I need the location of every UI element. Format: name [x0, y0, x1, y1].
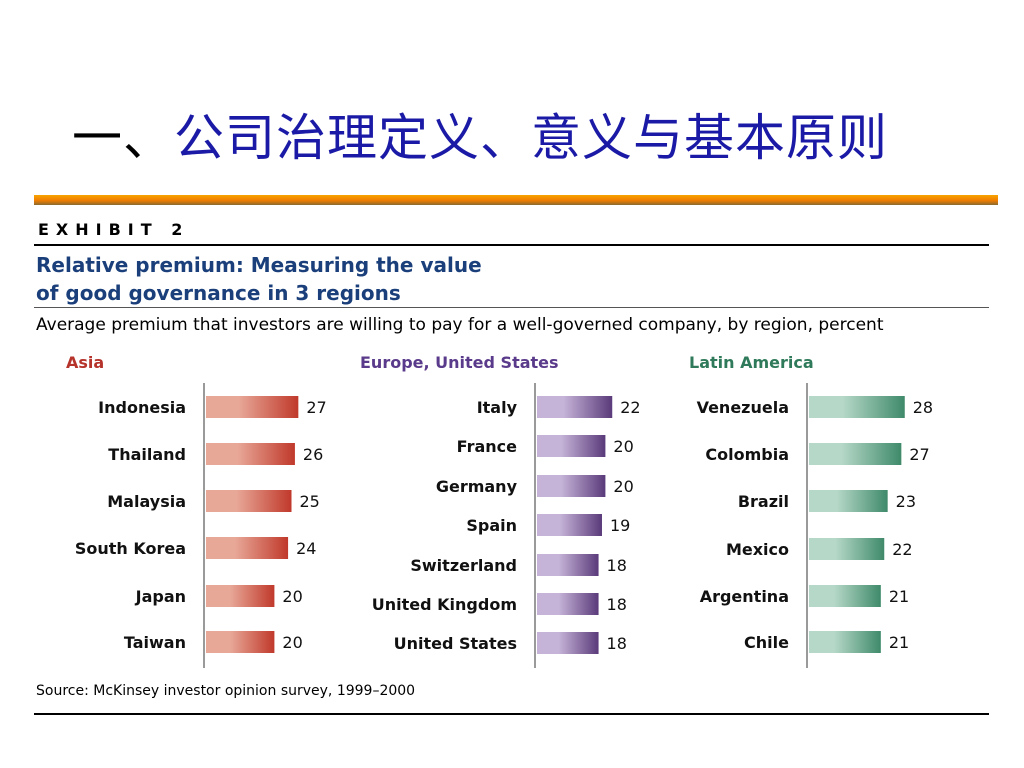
headline-line-2: of good governance in 3 regions	[36, 281, 401, 305]
latin-america-value-label: 27	[909, 445, 929, 464]
europe-value-label: 18	[607, 556, 627, 575]
latin-america-category-label: Venezuela	[697, 398, 789, 417]
latin-america-category-label: Chile	[744, 633, 789, 652]
latin-america-value-label: 22	[892, 540, 912, 559]
orange-divider	[34, 195, 998, 205]
slide-title-prefix: 一、	[72, 109, 174, 167]
latin-america-category-label: Mexico	[726, 540, 789, 559]
europe-category-label: Spain	[466, 516, 517, 535]
asia-value-label: 24	[296, 539, 316, 558]
latin-america-value-label: 21	[889, 587, 909, 606]
latin-america-bar	[809, 631, 881, 653]
asia-value-label: 25	[300, 492, 320, 511]
latin-america-bar	[809, 585, 881, 607]
europe-category-label: Germany	[436, 477, 518, 496]
asia-category-label: South Korea	[75, 539, 186, 558]
latin-america-value-label: 28	[913, 398, 933, 417]
asia-bar	[206, 585, 275, 607]
latin-america-panel-title: Latin America	[689, 353, 814, 372]
europe-value-label: 18	[607, 595, 627, 614]
europe-category-label: United States	[394, 634, 517, 653]
asia-value-label: 27	[306, 398, 326, 417]
latin-america-bar	[809, 490, 888, 512]
exhibit-headline: Relative premium: Measuring the value of…	[36, 251, 482, 307]
latin-america-value-label: 21	[889, 633, 909, 652]
exhibit-label: EXHIBIT 2	[38, 220, 190, 239]
europe-bar	[537, 632, 599, 654]
top-rule	[34, 244, 989, 246]
asia-category-label: Malaysia	[107, 492, 186, 511]
exhibit-subtitle: Average premium that investors are willi…	[36, 315, 884, 335]
europe-bar	[537, 475, 606, 497]
europe-category-label: Italy	[477, 398, 518, 417]
latin-america-bar	[809, 396, 905, 418]
asia-bar	[206, 396, 299, 418]
europe-bar	[537, 593, 599, 615]
latin-america-bar	[809, 538, 885, 560]
asia-category-label: Taiwan	[124, 633, 186, 652]
asia-bar	[206, 490, 292, 512]
europe-category-label: France	[457, 437, 517, 456]
latin-america-bar	[809, 443, 902, 465]
asia-bar	[206, 443, 295, 465]
europe-category-label: United Kingdom	[372, 595, 517, 614]
europe-value-label: 18	[607, 634, 627, 653]
asia-bar	[206, 537, 289, 559]
asia-category-label: Thailand	[108, 445, 186, 464]
bottom-rule	[34, 713, 989, 715]
europe-value-label: 19	[610, 516, 630, 535]
europe-bar	[537, 396, 613, 418]
asia-value-label: 26	[303, 445, 323, 464]
europe-value-label: 22	[620, 398, 640, 417]
asia-panel-title: Asia	[66, 353, 104, 372]
europe-value-label: 20	[613, 437, 633, 456]
asia-category-label: Indonesia	[98, 398, 186, 417]
europe-value-label: 20	[613, 477, 633, 496]
europe-bar	[537, 554, 599, 576]
headline-rule	[34, 307, 989, 308]
latin-america-category-label: Colombia	[705, 445, 789, 464]
latin-america-category-label: Argentina	[700, 587, 789, 606]
asia-value-label: 20	[282, 633, 302, 652]
source-note: Source: McKinsey investor opinion survey…	[36, 683, 416, 699]
latin-america-category-label: Brazil	[738, 492, 789, 511]
europe-panel-title: Europe, United States	[360, 353, 559, 372]
europe-category-label: Switzerland	[410, 556, 517, 575]
asia-value-label: 20	[282, 587, 302, 606]
europe-bar	[537, 435, 606, 457]
asia-category-label: Japan	[135, 587, 186, 606]
slide-title: 一、公司治理定义、意义与基本原则	[72, 106, 888, 170]
headline-line-1: Relative premium: Measuring the value	[36, 253, 482, 277]
slide-title-main: 公司治理定义、意义与基本原则	[174, 109, 888, 167]
latin-america-value-label: 23	[896, 492, 916, 511]
europe-bar	[537, 514, 602, 536]
asia-bar	[206, 631, 275, 653]
